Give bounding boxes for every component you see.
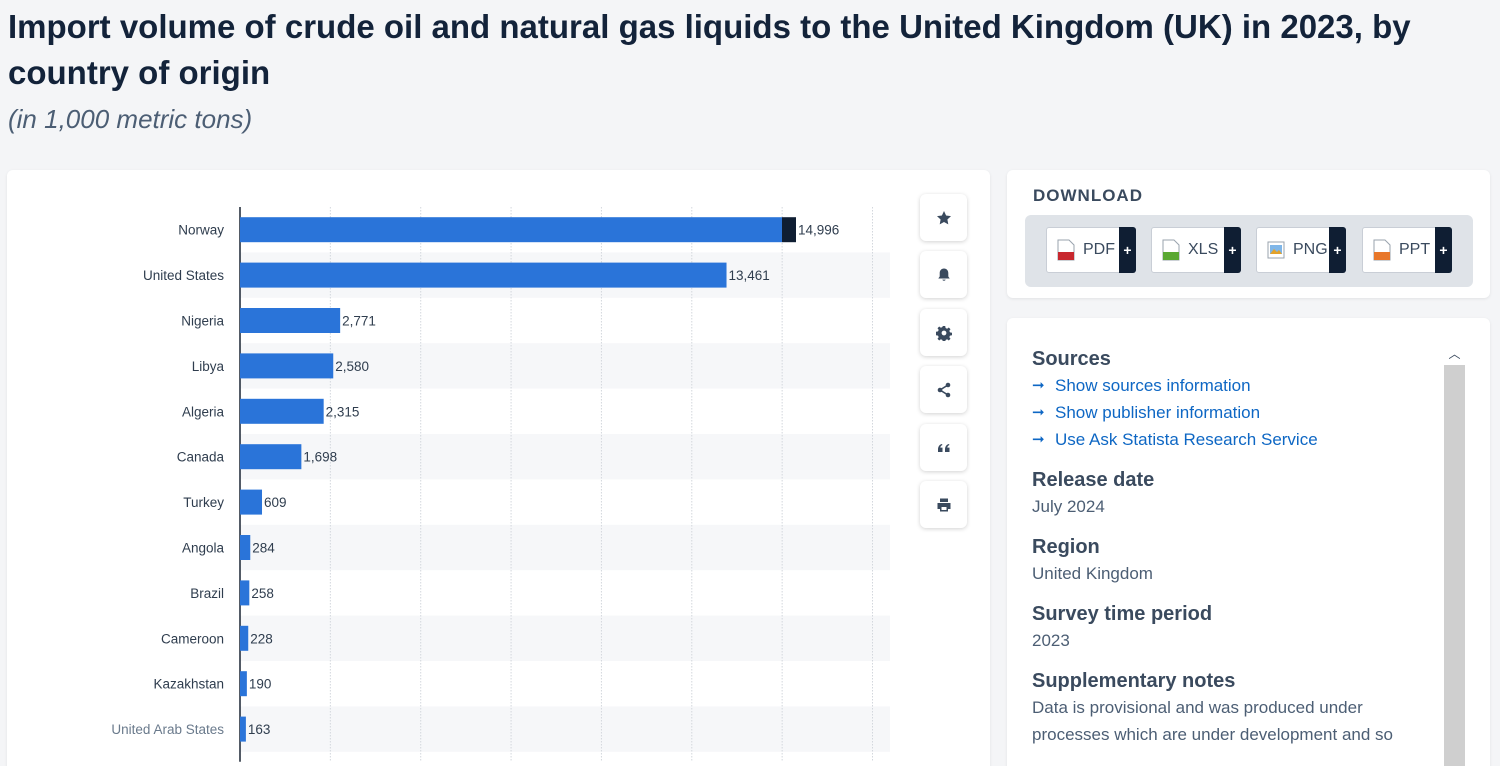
row-stripe <box>240 706 890 752</box>
print-button[interactable] <box>920 481 967 528</box>
value-label: 14,996 <box>798 223 839 238</box>
download-title: DOWNLOAD <box>1033 186 1143 205</box>
show-sources-link[interactable]: ➞ Show sources information <box>1032 372 1432 399</box>
value-label: 284 <box>252 541 275 556</box>
category-label: Algeria <box>182 404 225 419</box>
category-label: Norway <box>178 223 224 238</box>
download-pdf-label: PDF <box>1083 241 1115 258</box>
bell-icon <box>937 268 950 281</box>
png-file-icon <box>1267 239 1285 261</box>
bar[interactable] <box>240 580 250 606</box>
bar[interactable] <box>240 625 249 651</box>
bar-chart: Norway 14,996 United States 13,461 Nigeria 2,… <box>111 207 890 762</box>
share-icon <box>937 382 950 397</box>
download-pdf-button[interactable]: PDF + <box>1046 227 1136 273</box>
download-bar: PDF + XLS + PNG + PPT + <box>1025 215 1473 287</box>
quote-icon <box>937 443 949 452</box>
chart-card: Norway 14,996 United States 13,461 Nigeria 2,… <box>7 170 990 766</box>
download-png-button[interactable]: PNG + <box>1256 227 1346 273</box>
arrow-right-icon: ➞ <box>1032 377 1045 394</box>
printer-icon <box>937 498 950 511</box>
cite-button[interactable] <box>920 424 967 471</box>
survey-period-heading: Survey time period <box>1032 603 1213 625</box>
info-card: Sources ➞ Show sources information ➞ Show … <box>1007 318 1490 766</box>
value-label: 2,771 <box>342 314 376 329</box>
info-content: Sources ➞ Show sources information ➞ Show … <box>1032 346 1432 748</box>
plus-icon: + <box>1435 227 1452 273</box>
bar[interactable] <box>240 671 247 697</box>
download-ppt-button[interactable]: PPT + <box>1362 227 1452 273</box>
category-label: Libya <box>192 359 225 374</box>
value-label: 13,461 <box>729 268 770 283</box>
value-label: 1,698 <box>303 450 337 465</box>
research-service-link[interactable]: ➞ Use Ask Statista Research Service <box>1032 426 1432 453</box>
bar[interactable] <box>240 716 246 742</box>
bar[interactable] <box>240 262 727 288</box>
pdf-file-icon <box>1057 239 1075 261</box>
region-value: United Kingdom <box>1032 564 1153 583</box>
value-label: 228 <box>250 631 273 646</box>
release-date-heading: Release date <box>1032 469 1155 491</box>
category-label: United Arab States <box>111 722 224 737</box>
value-label: 609 <box>264 495 287 510</box>
show-publisher-link-label: Show publisher information <box>1055 403 1261 422</box>
row-stripe <box>240 524 890 571</box>
bar[interactable] <box>240 444 302 470</box>
category-label: Canada <box>177 450 225 465</box>
bar-highlight-cap <box>782 217 796 243</box>
category-label: Cameroon <box>161 631 224 646</box>
bar[interactable] <box>240 308 341 333</box>
show-sources-link-label: Show sources information <box>1055 376 1251 395</box>
plus-icon: + <box>1224 227 1241 273</box>
bar[interactable] <box>240 535 251 560</box>
category-label: Turkey <box>183 495 224 510</box>
value-label: 190 <box>249 677 272 692</box>
download-ppt-label: PPT <box>1399 241 1431 258</box>
page-title: Import volume of crude oil and natural g… <box>8 8 1411 91</box>
favorite-button[interactable] <box>920 194 967 241</box>
row-stripe <box>240 615 890 661</box>
plus-icon: + <box>1119 227 1136 273</box>
category-label: Kazakhstan <box>153 677 224 692</box>
scroll-thumb[interactable] <box>1444 365 1465 766</box>
notification-button[interactable] <box>920 251 967 298</box>
sources-heading: Sources <box>1032 348 1111 370</box>
ppt-file-icon <box>1373 239 1391 261</box>
value-label: 2,580 <box>335 359 369 374</box>
value-label: 2,315 <box>326 404 360 419</box>
supplementary-notes-value: Data is provisional and was produced und… <box>1032 698 1393 744</box>
info-scrollbar[interactable]: ︿ <box>1444 343 1465 766</box>
arrow-right-icon: ➞ <box>1032 404 1045 421</box>
region-heading: Region <box>1032 536 1100 558</box>
bar[interactable] <box>240 489 263 515</box>
value-label: 163 <box>248 722 271 737</box>
download-card: DOWNLOAD PDF + XLS + PNG + P <box>1007 170 1490 298</box>
research-service-link-label: Use Ask Statista Research Service <box>1055 430 1318 449</box>
settings-button[interactable] <box>920 309 967 356</box>
category-label: United States <box>143 268 224 283</box>
arrow-right-icon: ➞ <box>1032 431 1045 448</box>
download-xls-button[interactable]: XLS + <box>1151 227 1241 273</box>
row-stripe <box>240 434 890 480</box>
star-icon <box>936 210 951 224</box>
chevron-up-icon[interactable]: ︿ <box>1448 346 1461 361</box>
category-label: Brazil <box>190 586 224 601</box>
supplementary-notes-heading: Supplementary notes <box>1032 670 1236 692</box>
download-png-label: PNG <box>1293 241 1328 258</box>
show-publisher-link[interactable]: ➞ Show publisher information <box>1032 399 1432 426</box>
plus-icon: + <box>1329 227 1346 273</box>
category-label: Angola <box>182 541 225 556</box>
survey-period-value: 2023 <box>1032 631 1070 650</box>
share-button[interactable] <box>920 366 967 413</box>
category-label: Nigeria <box>181 314 224 329</box>
download-xls-label: XLS <box>1188 241 1219 258</box>
xls-file-icon <box>1162 239 1180 261</box>
value-label: 258 <box>251 586 274 601</box>
release-date-value: July 2024 <box>1032 497 1105 516</box>
bar[interactable] <box>240 353 334 379</box>
bar[interactable] <box>240 217 782 243</box>
gear-icon <box>935 325 952 341</box>
page-subtitle: (in 1,000 metric tons) <box>8 104 253 134</box>
bar[interactable] <box>240 398 324 424</box>
